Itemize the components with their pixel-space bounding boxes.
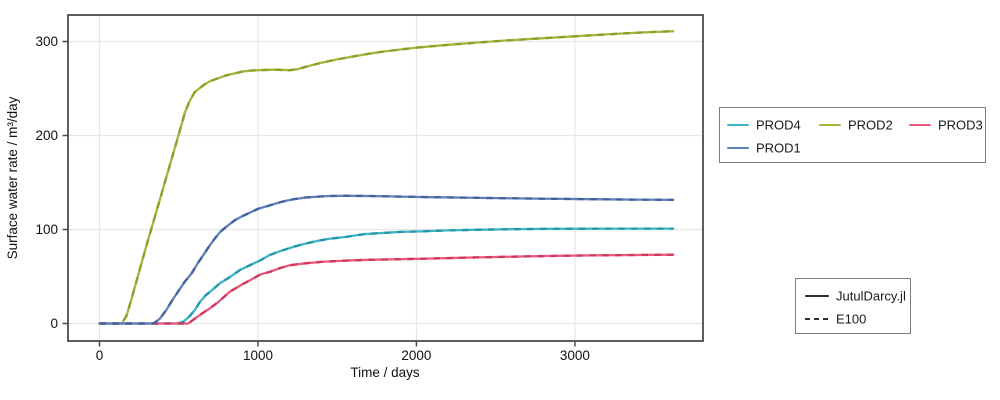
legend-item-e100: E100	[805, 311, 906, 327]
simulator-legend: JutulDarcy.jl E100	[795, 278, 911, 334]
x-tick-label: 0	[96, 348, 104, 363]
wells-legend: PROD4 PROD2 PROD3 PROD1	[719, 107, 986, 163]
legend-item-prod3: PROD3	[909, 117, 984, 133]
grid-layer	[68, 15, 703, 341]
series-line-PROD4-jutuldarcy	[98, 227, 675, 325]
legend-label: PROD2	[848, 117, 893, 132]
prod3-line-swatch	[909, 123, 931, 127]
series-line-PROD4-e100	[99, 227, 674, 325]
y-tick-label: 200	[35, 128, 58, 143]
y-axis-label: Surface water rate / m³/day	[5, 96, 20, 259]
x-tick-label: 1000	[243, 348, 273, 363]
series-line-PROD1-e100	[99, 194, 674, 325]
dashed-line-swatch	[805, 317, 829, 321]
legend-label: PROD1	[756, 140, 801, 155]
series-line-PROD3-e100	[99, 253, 674, 325]
tick-layer	[62, 40, 576, 347]
x-tick-label: 2000	[401, 348, 431, 363]
series-line-PROD3-jutuldarcy	[98, 253, 675, 325]
legend-item-prod2: PROD2	[819, 117, 909, 133]
series-layer	[98, 30, 675, 325]
plot-border	[67, 14, 704, 342]
y-tick-label: 0	[50, 316, 58, 331]
prod1-line-swatch	[727, 146, 749, 150]
legend-item-prod4: PROD4	[727, 117, 819, 133]
solid-line-swatch	[805, 294, 829, 298]
legend-label: E100	[836, 311, 867, 326]
prod4-line-swatch	[727, 123, 749, 127]
x-axis-label: Time / days	[350, 365, 420, 380]
tick-label-layer: 0 1000 2000 3000 0 100 200 300	[35, 34, 589, 363]
y-tick-label: 100	[35, 222, 58, 237]
legend-label: PROD3	[938, 117, 983, 132]
series-line-PROD2-e100	[99, 30, 674, 325]
x-tick-label: 3000	[560, 348, 590, 363]
y-tick-label: 300	[35, 34, 58, 49]
legend-item-jutuldarcy: JutulDarcy.jl	[805, 288, 906, 304]
legend-item-prod1: PROD1	[727, 140, 819, 156]
legend-label: JutulDarcy.jl	[836, 288, 906, 303]
legend-label: PROD4	[756, 117, 801, 132]
prod2-line-swatch	[819, 123, 841, 127]
